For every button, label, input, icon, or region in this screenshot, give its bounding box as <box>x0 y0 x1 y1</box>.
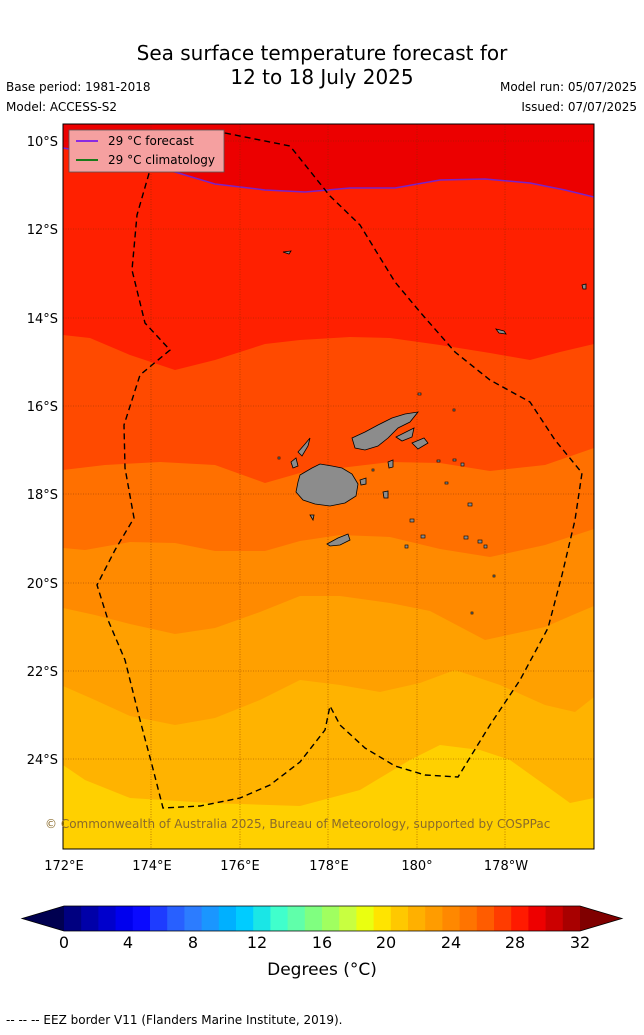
model-name: Model: ACCESS-S2 <box>6 100 118 114</box>
colorbar-high-extension <box>580 906 622 931</box>
colorbar-segment <box>545 906 564 931</box>
lat-label: 18°S <box>27 488 58 503</box>
colorbar-segment <box>425 906 443 931</box>
legend-climatology-label: 29 °C climatology <box>108 153 215 167</box>
sst-map: 29 °C forecast 29 °C climatology 10°S 12… <box>20 123 624 932</box>
land-masses <box>282 250 587 547</box>
gau-island <box>382 490 389 499</box>
colorbar-segment <box>390 906 409 931</box>
yasawa-islands <box>297 437 311 457</box>
legend-box <box>68 129 225 173</box>
title-line-2: 12 to 18 July 2025 <box>230 65 414 89</box>
colorbar-segment <box>373 906 392 931</box>
lon-label: 172°E <box>44 859 84 874</box>
taveuni <box>395 427 415 442</box>
lat-label: 12°S <box>27 223 58 238</box>
lat-label: 24°S <box>27 753 58 768</box>
colorbar-segment <box>356 906 375 931</box>
colorbar-segment <box>98 906 117 931</box>
rotuma-island <box>282 250 292 255</box>
colorbar-segment <box>304 906 323 931</box>
colorbar-segment <box>150 906 168 931</box>
title-line-1: Sea surface temperature forecast for <box>136 41 508 65</box>
vatulele-island <box>309 514 315 522</box>
colorbar-label: Degrees (°C) <box>267 960 377 980</box>
colorbar-tick: 28 <box>504 933 526 952</box>
colorbar-segment <box>132 906 151 931</box>
viti-levu <box>295 463 359 507</box>
base-period: Base period: 1981-2018 <box>6 80 151 94</box>
lat-label: 10°S <box>27 135 58 150</box>
colorbar-segment <box>64 906 82 931</box>
qamea-island <box>411 437 429 450</box>
colorbar-tick: 8 <box>187 933 199 952</box>
lat-label: 20°S <box>27 577 58 592</box>
lon-label: 178°E <box>309 859 349 874</box>
colorbar-segment <box>511 906 529 931</box>
kadavu <box>326 533 351 547</box>
longitude-labels: 172°E 174°E 176°E 178°E 180° 178°W <box>44 859 528 874</box>
lon-label: 180° <box>401 859 432 874</box>
colorbar-segment <box>167 906 185 931</box>
legend-forecast-label: 29 °C forecast <box>108 134 194 148</box>
colorbar-segment <box>494 906 512 931</box>
lat-label: 14°S <box>27 312 58 327</box>
futuna-island <box>581 283 587 290</box>
lau-islands <box>277 392 496 615</box>
colorbar-segment <box>459 906 478 931</box>
colorbar-segment <box>322 906 340 931</box>
colorbar-tick: 4 <box>122 933 134 952</box>
colorbar-tick: 24 <box>440 933 462 952</box>
colorbar-segment <box>236 906 254 931</box>
colorbar-tick: 32 <box>569 933 591 952</box>
temperature-bands <box>63 124 594 849</box>
colorbar <box>20 905 624 932</box>
colorbar-tick: 20 <box>375 933 397 952</box>
lat-label: 22°S <box>27 665 58 680</box>
map-legend: 29 °C forecast 29 °C climatology <box>68 129 225 173</box>
colorbar-tick: 12 <box>246 933 268 952</box>
lon-label: 174°E <box>132 859 172 874</box>
eez-footnote: -- -- -- EEZ border V11 (Flanders Marine… <box>6 1013 343 1027</box>
colorbar-segment <box>442 906 461 931</box>
lat-label: 16°S <box>27 400 58 415</box>
ovalau <box>359 477 367 486</box>
colorbar-segment <box>339 906 357 931</box>
issued-date: Issued: 07/07/2025 <box>521 100 637 114</box>
colorbar-segment <box>201 906 220 931</box>
colorbar-tick: 16 <box>311 933 333 952</box>
lon-label: 178°W <box>484 859 528 874</box>
band-31-32 <box>63 124 594 370</box>
map-frame <box>62 123 595 850</box>
colorbar-segment <box>253 906 271 931</box>
colorbar-segment <box>287 906 306 931</box>
lon-label: 176°E <box>220 859 260 874</box>
colorbar-tick: 0 <box>58 933 70 952</box>
latitude-labels: 10°S 12°S 14°S 16°S 18°S 20°S 22°S 24°S <box>27 135 58 768</box>
vanua-levu <box>351 411 419 451</box>
colorbar-low-extension <box>22 906 64 931</box>
koro-island <box>387 459 394 469</box>
colorbar-segment <box>115 906 134 931</box>
colorbar-outline <box>20 905 624 932</box>
eez-border <box>96 132 583 809</box>
colorbar-segment <box>408 906 426 931</box>
wallis-island <box>495 328 507 335</box>
colorbar-segment <box>218 906 237 931</box>
model-run: Model run: 05/07/2025 <box>499 80 637 94</box>
yasawa-island-small <box>290 457 299 469</box>
colorbar-segment <box>184 906 203 931</box>
colorbar-segment <box>270 906 289 931</box>
copyright-notice: © Commonwealth of Australia 2025, Bureau… <box>45 817 550 831</box>
colorbar-segment <box>476 906 495 931</box>
colorbar-segment <box>81 906 99 931</box>
colorbar-segment <box>528 906 547 931</box>
colorbar-segment <box>562 906 581 931</box>
